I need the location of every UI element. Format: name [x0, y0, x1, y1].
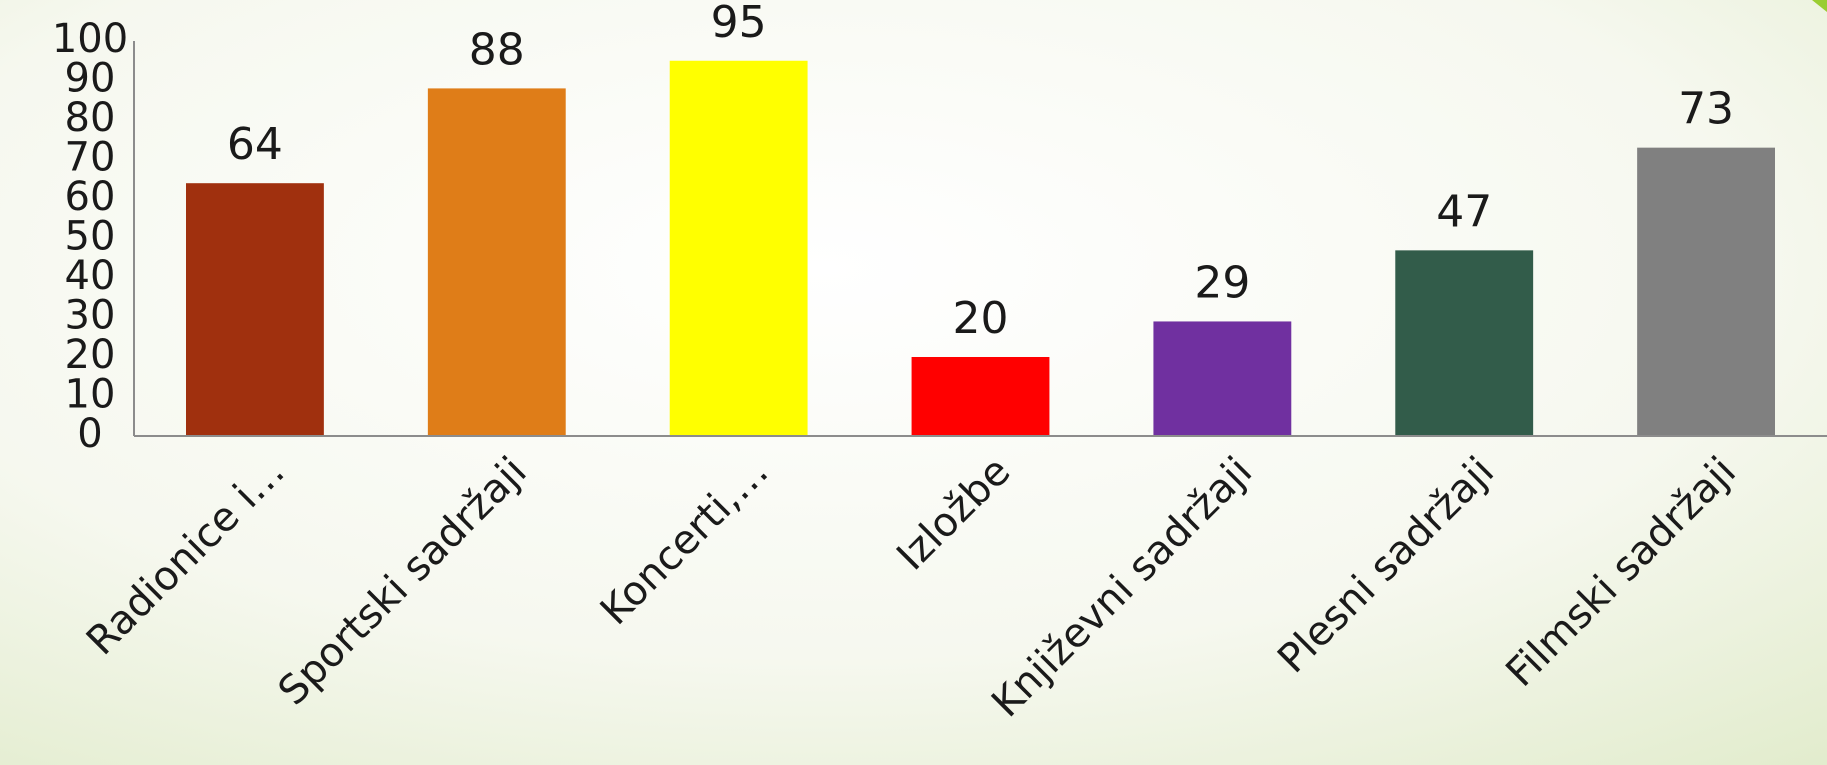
data-label: 47	[1436, 186, 1492, 237]
data-label: 95	[711, 0, 767, 48]
data-label: 29	[1194, 257, 1250, 308]
y-tick-label: 30	[65, 293, 116, 339]
data-label: 64	[227, 119, 283, 170]
bar	[911, 357, 1050, 436]
y-tick-label: 60	[65, 174, 116, 220]
y-tick-label: 10	[65, 372, 116, 418]
bar	[669, 60, 808, 436]
data-label: 20	[953, 293, 1009, 344]
y-tick-label: 20	[65, 332, 116, 378]
data-label: 73	[1678, 84, 1734, 135]
data-label: 88	[469, 24, 525, 75]
y-tick-label: 50	[65, 214, 116, 260]
corner-accent	[1812, 0, 1827, 12]
y-tick-label: 90	[65, 56, 116, 102]
bar	[1153, 321, 1292, 436]
y-tick-label: 80	[65, 95, 116, 141]
y-tick-label: 100	[52, 16, 128, 62]
bar	[185, 183, 324, 436]
bar	[427, 88, 566, 437]
y-tick-label: 0	[77, 411, 102, 457]
y-tick-label: 40	[65, 253, 116, 299]
bar	[1637, 147, 1776, 436]
bar	[1395, 250, 1534, 436]
y-tick-label: 70	[65, 135, 116, 181]
